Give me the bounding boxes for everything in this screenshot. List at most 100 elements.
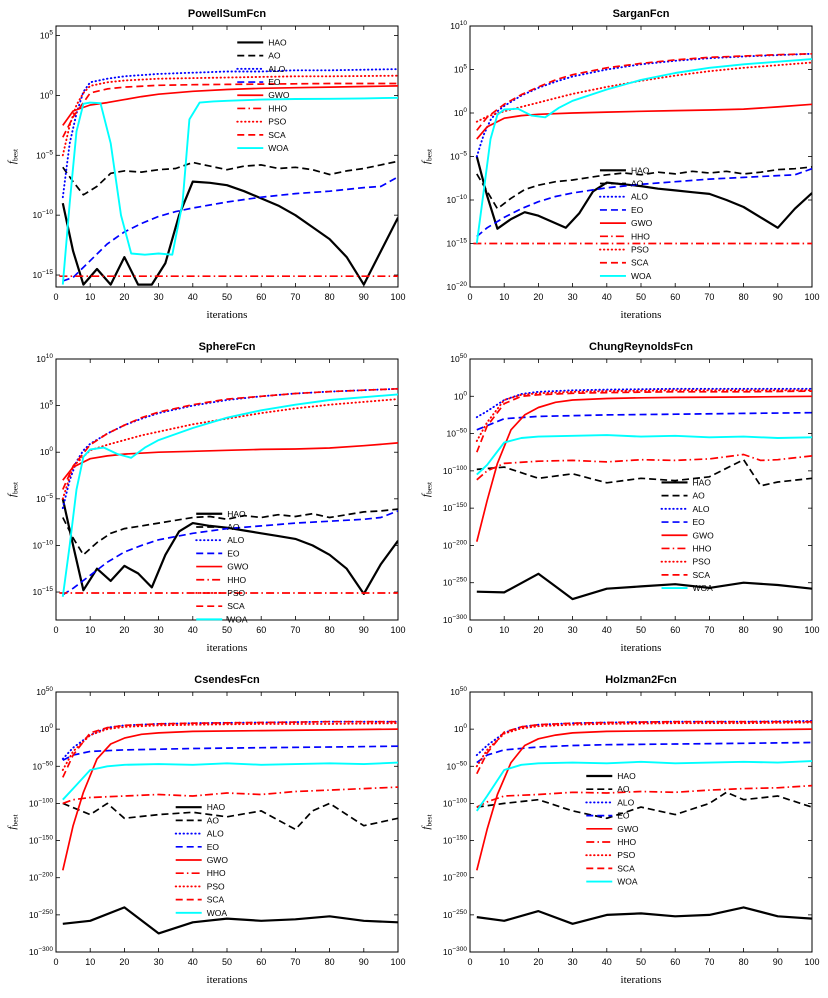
svg-text:iterations: iterations bbox=[207, 642, 248, 654]
svg-text:10−10: 10−10 bbox=[33, 539, 54, 550]
svg-text:10−100: 10−100 bbox=[443, 797, 467, 808]
svg-text:10−15: 10−15 bbox=[33, 586, 54, 597]
svg-text:70: 70 bbox=[704, 292, 714, 302]
svg-text:10−50: 10−50 bbox=[33, 760, 54, 771]
svg-text:70: 70 bbox=[704, 625, 714, 635]
svg-text:AO: AO bbox=[693, 491, 706, 501]
svg-text:80: 80 bbox=[739, 625, 749, 635]
svg-text:30: 30 bbox=[154, 625, 164, 635]
svg-text:100: 100 bbox=[804, 625, 819, 635]
svg-text:40: 40 bbox=[188, 625, 198, 635]
subplot-chungreynolds-cell: 0 10 20 30 40 50 60 70 80 90 100 1050 100 10−50 10−100… bbox=[414, 333, 828, 666]
svg-text:10−5: 10−5 bbox=[450, 151, 467, 162]
svg-text:ALO: ALO bbox=[617, 797, 634, 807]
svg-text:10−150: 10−150 bbox=[443, 502, 467, 513]
svg-text:0: 0 bbox=[53, 292, 58, 302]
svg-text:ALO: ALO bbox=[631, 192, 648, 202]
svg-text:100: 100 bbox=[454, 723, 467, 734]
svg-text:EO: EO bbox=[617, 811, 630, 821]
svg-text:SCA: SCA bbox=[631, 258, 649, 268]
subplot-holzman2-cell: 0 10 20 30 40 50 60 70 80 90 100 1050 100 10−50 10−100… bbox=[414, 666, 828, 998]
svg-text:10−50: 10−50 bbox=[447, 428, 468, 439]
svg-text:AO: AO bbox=[617, 784, 630, 794]
svg-text:100: 100 bbox=[804, 957, 819, 967]
svg-text:60: 60 bbox=[256, 957, 266, 967]
svg-text:ALO: ALO bbox=[268, 64, 285, 74]
svg-text:AO: AO bbox=[268, 51, 281, 61]
svg-text:0: 0 bbox=[53, 625, 58, 635]
svg-text:10−150: 10−150 bbox=[29, 835, 53, 846]
svg-text:10−15: 10−15 bbox=[33, 269, 54, 280]
svg-text:70: 70 bbox=[290, 292, 300, 302]
chart-spherefcn: 0 10 20 30 40 50 60 70 80 90 100 1010 105 100 10−5 10−1… bbox=[6, 341, 406, 654]
svg-text:100: 100 bbox=[390, 292, 405, 302]
svg-text:90: 90 bbox=[773, 625, 783, 635]
svg-text:0: 0 bbox=[467, 625, 472, 635]
svg-text:20: 20 bbox=[533, 625, 543, 635]
subplot-csendes-cell: 0 10 20 30 40 50 60 70 80 90 100 1050 100 10−50 10−100… bbox=[0, 666, 414, 998]
svg-text:80: 80 bbox=[325, 292, 335, 302]
svg-text:WOA: WOA bbox=[227, 614, 248, 624]
svg-text:AO: AO bbox=[227, 522, 240, 532]
svg-text:fbest: fbest bbox=[420, 814, 434, 830]
svg-text:100: 100 bbox=[40, 446, 53, 457]
svg-text:10−300: 10−300 bbox=[443, 614, 467, 625]
svg-text:100: 100 bbox=[804, 292, 819, 302]
svg-text:WOA: WOA bbox=[617, 877, 638, 887]
svg-text:10−250: 10−250 bbox=[443, 577, 467, 588]
svg-text:60: 60 bbox=[670, 625, 680, 635]
svg-text:HHO: HHO bbox=[617, 837, 636, 847]
svg-text:90: 90 bbox=[359, 625, 369, 635]
svg-text:WOA: WOA bbox=[631, 271, 652, 281]
svg-text:10: 10 bbox=[85, 292, 95, 302]
svg-text:70: 70 bbox=[290, 625, 300, 635]
svg-text:HAO: HAO bbox=[227, 509, 246, 519]
chart-holzman2fcn: 0 10 20 30 40 50 60 70 80 90 100 1050 100 10−50 10−100… bbox=[420, 674, 820, 986]
svg-text:EO: EO bbox=[268, 77, 281, 87]
svg-text:80: 80 bbox=[325, 957, 335, 967]
svg-text:40: 40 bbox=[188, 292, 198, 302]
svg-text:1010: 1010 bbox=[36, 353, 53, 364]
svg-text:iterations: iterations bbox=[621, 309, 662, 321]
svg-text:SCA: SCA bbox=[227, 601, 245, 611]
svg-text:20: 20 bbox=[119, 292, 129, 302]
svg-text:100: 100 bbox=[40, 723, 53, 734]
svg-text:AO: AO bbox=[631, 179, 644, 189]
svg-text:ALO: ALO bbox=[227, 535, 244, 545]
svg-text:50: 50 bbox=[636, 957, 646, 967]
svg-text:80: 80 bbox=[325, 625, 335, 635]
svg-text:PSO: PSO bbox=[268, 117, 286, 127]
svg-text:90: 90 bbox=[773, 957, 783, 967]
svg-text:10−5: 10−5 bbox=[36, 149, 53, 160]
svg-text:10−200: 10−200 bbox=[29, 872, 53, 883]
svg-text:60: 60 bbox=[670, 292, 680, 302]
svg-text:60: 60 bbox=[670, 957, 680, 967]
svg-text:WOA: WOA bbox=[268, 143, 289, 153]
subplot-sargan-cell: 0 10 20 30 40 50 60 70 80 90 100 1010 105 100 10−5 10−1… bbox=[414, 0, 828, 333]
svg-text:40: 40 bbox=[602, 625, 612, 635]
svg-text:1050: 1050 bbox=[450, 353, 467, 364]
svg-text:100: 100 bbox=[454, 107, 467, 118]
chart-csendesfcn: 0 10 20 30 40 50 60 70 80 90 100 1050 100 10−50 10−100… bbox=[6, 674, 406, 986]
svg-text:HHO: HHO bbox=[693, 543, 712, 553]
chart-chungreynoldsfcn: 0 10 20 30 40 50 60 70 80 90 100 1050 100 10−50 10−100… bbox=[420, 341, 820, 654]
svg-text:SarganFcn: SarganFcn bbox=[613, 8, 670, 20]
svg-text:EO: EO bbox=[207, 842, 220, 852]
svg-text:105: 105 bbox=[454, 64, 467, 75]
chart-sarganfcn: 0 10 20 30 40 50 60 70 80 90 100 1010 105 100 10−5 10−1… bbox=[420, 8, 820, 321]
svg-text:HAO: HAO bbox=[268, 37, 287, 47]
svg-text:10: 10 bbox=[499, 292, 509, 302]
svg-text:90: 90 bbox=[773, 292, 783, 302]
svg-text:PSO: PSO bbox=[631, 245, 649, 255]
svg-text:10−15: 10−15 bbox=[447, 238, 468, 249]
svg-text:1050: 1050 bbox=[450, 686, 467, 697]
svg-text:10−300: 10−300 bbox=[29, 946, 53, 957]
svg-text:fbest: fbest bbox=[6, 481, 20, 497]
svg-text:SCA: SCA bbox=[207, 895, 225, 905]
svg-text:10−250: 10−250 bbox=[29, 909, 53, 920]
svg-text:ALO: ALO bbox=[207, 829, 224, 839]
svg-text:WOA: WOA bbox=[207, 908, 228, 918]
svg-text:SphereFcn: SphereFcn bbox=[199, 341, 256, 353]
svg-text:GWO: GWO bbox=[207, 855, 229, 865]
